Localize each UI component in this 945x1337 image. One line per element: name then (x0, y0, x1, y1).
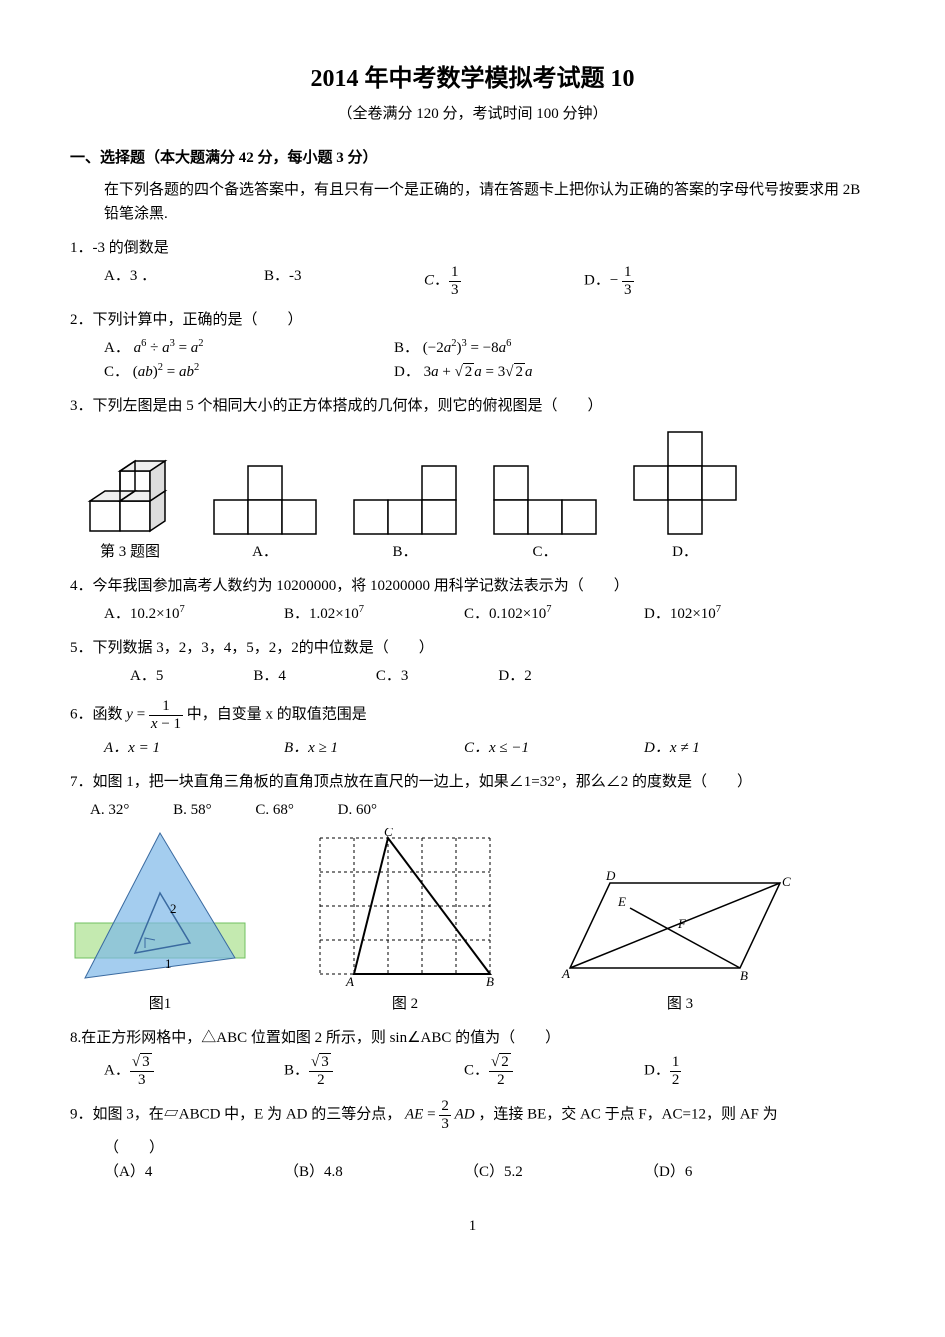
fig1-svg: 2 1 (70, 828, 250, 988)
svg-text:C: C (782, 874, 791, 889)
q8: 8.在正方形网格中，△ABC 位置如图 2 所示，则 sin∠ABC 的值为（ … (70, 1026, 875, 1050)
q3-solid-svg (80, 446, 180, 536)
q9-b: （B）4.8 (284, 1160, 444, 1184)
svg-text:A: A (561, 966, 570, 981)
svg-text:E: E (617, 894, 626, 909)
q3-opt-a: A． (210, 460, 320, 564)
q3-c-label: C． (532, 540, 557, 564)
q1-opt-c: C．13 (424, 264, 554, 298)
q4-b: B．1.02×107 (284, 602, 444, 626)
q1-opt-a: A．3 ． (104, 264, 234, 298)
q9-a: （A）4 (104, 1160, 264, 1184)
q5-options: A．5 B．4 C．3 D．2 (130, 664, 875, 688)
fig2-svg: C A B (310, 828, 500, 988)
svg-text:C: C (384, 828, 393, 839)
fig1: 2 1 图1 (70, 828, 250, 1016)
q9: 9．如图 3，在▱ABCD 中，E 为 AD 的三等分点， AE = 23 AD… (70, 1098, 875, 1132)
q4-c: C．0.102×107 (464, 602, 624, 626)
q2-opt-c: C． (ab)2 = ab2 (104, 360, 354, 384)
q3-solid: 第 3 题图 (80, 446, 180, 564)
q6-pre: 6．函数 (70, 707, 126, 723)
fig3-svg: D C A B E F (560, 868, 800, 988)
q9-mid: ，连接 BE，交 AC 于点 F，AC=12，则 AF 为 (478, 1107, 777, 1123)
q3-opt-d: D． (630, 426, 740, 564)
q3-solid-label: 第 3 题图 (100, 540, 160, 564)
q1: 1．-3 的倒数是 (70, 236, 875, 260)
q2-opt-a: A． a6 ÷ a3 = a2 (104, 336, 354, 360)
q3-figures: 第 3 题图 A． B． (80, 426, 875, 564)
q7-c: C. 68° (255, 802, 294, 818)
q7-a: A. 32° (90, 802, 129, 818)
page-title: 2014 年中考数学模拟考试题 10 (70, 60, 875, 98)
q8-c: C．22 (464, 1054, 624, 1088)
svg-text:2: 2 (170, 901, 177, 916)
section-1-head-text: 一、选择题（本大题满分 42 分，每小题 3 分） (70, 150, 378, 166)
q7-b: B. 58° (173, 802, 212, 818)
fig3-label: 图 3 (667, 992, 693, 1016)
svg-text:D: D (605, 868, 616, 883)
q3: 3．下列左图是由 5 个相同大小的正方体搭成的几何体，则它的俯视图是（ ） (70, 394, 875, 418)
q9-paren: （ ） (104, 1136, 875, 1160)
q8-b: B．32 (284, 1054, 444, 1088)
svg-text:B: B (740, 968, 748, 983)
q7: 7．如图 1，把一块直角三角板的直角顶点放在直尺的一边上，如果∠1=32°，那么… (70, 770, 875, 794)
page-number: 1 (70, 1214, 875, 1238)
q5-b: B．4 (253, 664, 286, 688)
q7-d: D. 60° (338, 802, 377, 818)
page-subtitle: （全卷满分 120 分，考试时间 100 分钟） (70, 102, 875, 126)
q9-options: （A）4 （B）4.8 （C）5.2 （D）6 (104, 1160, 875, 1184)
svg-text:F: F (677, 916, 687, 931)
fig3: D C A B E F 图 3 (560, 868, 800, 1016)
q2-options: A． a6 ÷ a3 = a2 B． (−2a2)3 = −8a6 C． (ab… (104, 336, 875, 384)
fig2: C A B 图 2 (310, 828, 500, 1016)
q4-options: A．10.2×107 B．1.02×107 C．0.102×107 D．102×… (104, 602, 875, 626)
q3-c-svg (490, 460, 600, 536)
section-1-head: 一、选择题（本大题满分 42 分，每小题 3 分） (70, 146, 875, 170)
q4-a: A．10.2×107 (104, 602, 264, 626)
svg-text:B: B (486, 974, 494, 988)
fig1-label: 图1 (149, 992, 172, 1016)
q5-d: D．2 (498, 664, 531, 688)
q6-options: A．x = 1 B．x ≥ 1 C．x ≤ −1 D．x ≠ 1 (104, 736, 875, 760)
q7-options: A. 32° B. 58° C. 68° D. 60° (90, 798, 875, 822)
q8-options: A．33 B．32 C．22 D．12 (104, 1054, 875, 1088)
q9-pre: 9．如图 3，在▱ABCD 中，E 为 AD 的三等分点， (70, 1107, 401, 1123)
q9-c: （C）5.2 (464, 1160, 624, 1184)
q6-a: A．x = 1 (104, 736, 264, 760)
q8-d: D．12 (644, 1054, 804, 1088)
svg-text:A: A (345, 974, 354, 988)
q3-opt-c: C． (490, 460, 600, 564)
q6-d: D．x ≠ 1 (644, 736, 804, 760)
q1-opt-b: B．-3 (264, 264, 394, 298)
q3-a-svg (210, 460, 320, 536)
q3-opt-b: B． (350, 460, 460, 564)
q4: 4．今年我国参加高考人数约为 10200000，将 10200000 用科学记数… (70, 574, 875, 598)
q3-b-svg (350, 460, 460, 536)
fig2-label: 图 2 (392, 992, 418, 1016)
q3-b-label: B． (392, 540, 417, 564)
q6-post: 中，自变量 x 的取值范围是 (187, 707, 367, 723)
q9-d: （D）6 (644, 1160, 804, 1184)
q5-a: A．5 (130, 664, 163, 688)
q5: 5．下列数据 3，2，3，4，5，2，2的中位数是（ ） (70, 636, 875, 660)
q8-a: A．33 (104, 1054, 264, 1088)
q6-b: B．x ≥ 1 (284, 736, 444, 760)
q1-opt-d: D．− 13 (584, 264, 714, 298)
q6-c: C．x ≤ −1 (464, 736, 624, 760)
q3-a-label: A． (252, 540, 278, 564)
q6: 6．函数 y = 1x − 1 中，自变量 x 的取值范围是 (70, 698, 875, 732)
q1-options: A．3 ． B．-3 C．13 D．− 13 (104, 264, 875, 298)
q2-opt-d: D． 3a + 2a = 32a (394, 360, 644, 384)
q2: 2．下列计算中，正确的是（ ） (70, 308, 875, 332)
section-1-note: 在下列各题的四个备选答案中，有且只有一个是正确的，请在答题卡上把你认为正确的答案… (104, 178, 875, 226)
q3-d-svg (630, 426, 740, 536)
svg-text:1: 1 (165, 956, 172, 971)
q4-d: D．102×107 (644, 602, 804, 626)
q2-opt-b: B． (−2a2)3 = −8a6 (394, 336, 644, 360)
q5-c: C．3 (376, 664, 409, 688)
q7-figures: 2 1 图1 C A B 图 2 D C (70, 828, 875, 1016)
q3-d-label: D． (672, 540, 698, 564)
